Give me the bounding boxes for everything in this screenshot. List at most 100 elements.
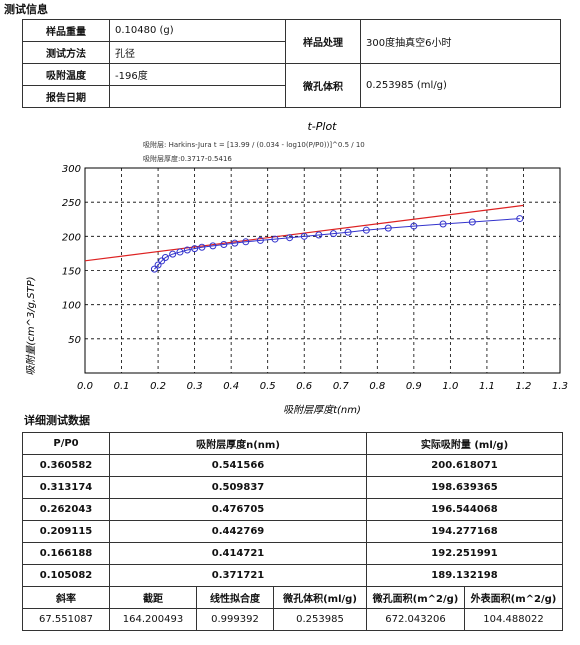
summary-value-micropore-area: 672.043206 <box>366 608 465 631</box>
info-label-temperature: 吸附温度 <box>22 63 110 86</box>
y-tick-label: 300 <box>62 164 81 175</box>
cell-thickness: 0.442769 <box>109 520 367 543</box>
data-point <box>183 246 191 254</box>
data-point <box>169 250 177 258</box>
summary-header-micropore-area: 微孔面积(m^2/g) <box>366 586 465 609</box>
data-point <box>176 248 184 256</box>
data-point <box>410 222 418 230</box>
y-tick-label: 50 <box>68 335 81 346</box>
cell-pp0: 0.166188 <box>22 542 110 565</box>
cell-adsorption: 198.639365 <box>366 476 563 499</box>
x-tick-label: 0.1 <box>114 381 130 392</box>
data-point <box>271 235 279 243</box>
summary-header-micropore-volume: 微孔体积(ml/g) <box>273 586 367 609</box>
x-tick-label: 0.2 <box>150 381 166 392</box>
summary-header-row: 斜率 截距 线性拟合度 微孔体积(ml/g) 微孔面积(m^2/g) 外表面积(… <box>22 586 563 609</box>
cell-pp0: 0.209115 <box>22 520 110 543</box>
summary-header-intercept: 截距 <box>109 586 197 609</box>
data-point <box>384 224 392 232</box>
cell-thickness: 0.371721 <box>109 564 367 587</box>
chart-title: t-Plot <box>307 120 337 133</box>
cell-adsorption: 189.132198 <box>366 564 563 587</box>
info-table: 样品重量 0.10480 (g) 样品处理 300度抽真空6小时 测试方法 孔径… <box>22 19 561 108</box>
detail-table: P/P0 吸附层厚度n(nm) 实际吸附量 (ml/g) 0.360582 0.… <box>22 432 563 631</box>
cell-adsorption: 196.544068 <box>366 498 563 521</box>
table-row: 0.166188 0.414721 192.251991 <box>22 542 563 565</box>
data-point <box>300 232 308 240</box>
detail-section-title: 详细测试数据 <box>24 414 90 427</box>
info-value-micropore-volume: 0.253985 (ml/g) <box>360 63 561 108</box>
data-point <box>191 245 199 253</box>
x-tick-label: 0.0 <box>77 381 93 392</box>
info-value-treatment: 300度抽真空6小时 <box>360 19 561 64</box>
summary-header-slope: 斜率 <box>22 586 110 609</box>
x-tick-label: 0.9 <box>406 381 422 392</box>
x-axis-label: 吸附层厚度t(nm) <box>283 404 361 416</box>
series-line <box>154 218 520 270</box>
x-tick-label: 1.1 <box>479 381 495 392</box>
data-point <box>516 215 524 223</box>
x-tick-label: 0.4 <box>223 381 239 392</box>
info-value-report-date <box>109 85 286 108</box>
data-point <box>362 226 370 234</box>
data-point <box>150 265 158 273</box>
t-plot-chart: t-Plot 吸附层: Harkins-Jura t = [13.99 / (0… <box>25 120 568 416</box>
data-point <box>329 230 337 238</box>
x-tick-label: 1.0 <box>442 381 458 392</box>
data-point <box>154 261 162 269</box>
x-tick-label: 1.2 <box>516 381 532 392</box>
data-point <box>468 218 476 226</box>
cell-pp0: 0.360582 <box>22 454 110 477</box>
table-row: 0.360582 0.541566 200.618071 <box>22 454 563 477</box>
cell-thickness: 0.509837 <box>109 476 367 499</box>
info-label-report-date: 报告日期 <box>22 85 110 108</box>
summary-value-intercept: 164.200493 <box>109 608 197 631</box>
cell-adsorption: 192.251991 <box>366 542 563 565</box>
info-value-temperature: -196度 <box>109 63 286 86</box>
data-point <box>198 243 206 251</box>
x-tick-label: 0.3 <box>187 381 203 392</box>
table-row: 0.313174 0.509837 198.639365 <box>22 476 563 499</box>
cell-pp0: 0.313174 <box>22 476 110 499</box>
data-point <box>439 220 447 228</box>
y-tick-label: 150 <box>62 267 81 278</box>
table-row: 0.262043 0.476705 196.544068 <box>22 498 563 521</box>
x-tick-label: 1.3 <box>552 381 568 392</box>
y-tick-label: 250 <box>62 198 81 209</box>
detail-header-row: P/P0 吸附层厚度n(nm) 实际吸附量 (ml/g) <box>22 432 563 455</box>
summary-value-external-area: 104.488022 <box>464 608 563 631</box>
header-adsorption: 实际吸附量 (ml/g) <box>366 432 563 455</box>
summary-value-r2: 0.999392 <box>196 608 274 631</box>
chart-annotation-thickness: 吸附层厚度:0.3717-0.5416 <box>143 154 232 163</box>
data-point <box>344 228 352 236</box>
summary-header-r2: 线性拟合度 <box>196 586 274 609</box>
summary-header-external-area: 外表面积(m^2/g) <box>464 586 563 609</box>
info-value-method: 孔径 <box>109 41 286 64</box>
cell-pp0: 0.105082 <box>22 564 110 587</box>
summary-value-slope: 67.551087 <box>22 608 110 631</box>
cell-thickness: 0.476705 <box>109 498 367 521</box>
cell-adsorption: 200.618071 <box>366 454 563 477</box>
data-point <box>209 242 217 250</box>
data-point <box>242 238 250 246</box>
x-tick-label: 0.6 <box>296 381 312 392</box>
summary-value-row: 67.551087 164.200493 0.999392 0.253985 6… <box>22 608 563 631</box>
y-axis-label: 吸附量(cm^3/g,STP) <box>25 276 37 375</box>
info-section-title: 测试信息 <box>4 3 48 16</box>
info-label-treatment: 样品处理 <box>285 19 361 64</box>
cell-pp0: 0.262043 <box>22 498 110 521</box>
y-tick-label: 200 <box>62 232 81 243</box>
info-label-method: 测试方法 <box>22 41 110 64</box>
data-point <box>231 239 239 247</box>
data-point <box>286 234 294 242</box>
data-point <box>256 236 264 244</box>
data-point <box>220 241 228 249</box>
x-tick-label: 0.5 <box>260 381 276 392</box>
data-point <box>161 254 169 262</box>
info-value-weight: 0.10480 (g) <box>109 19 286 42</box>
table-row: 0.105082 0.371721 189.132198 <box>22 564 563 587</box>
table-row: 0.209115 0.442769 194.277168 <box>22 520 563 543</box>
info-label-weight: 样品重量 <box>22 19 110 42</box>
y-tick-label: 100 <box>62 301 81 312</box>
header-pp0: P/P0 <box>22 432 110 455</box>
